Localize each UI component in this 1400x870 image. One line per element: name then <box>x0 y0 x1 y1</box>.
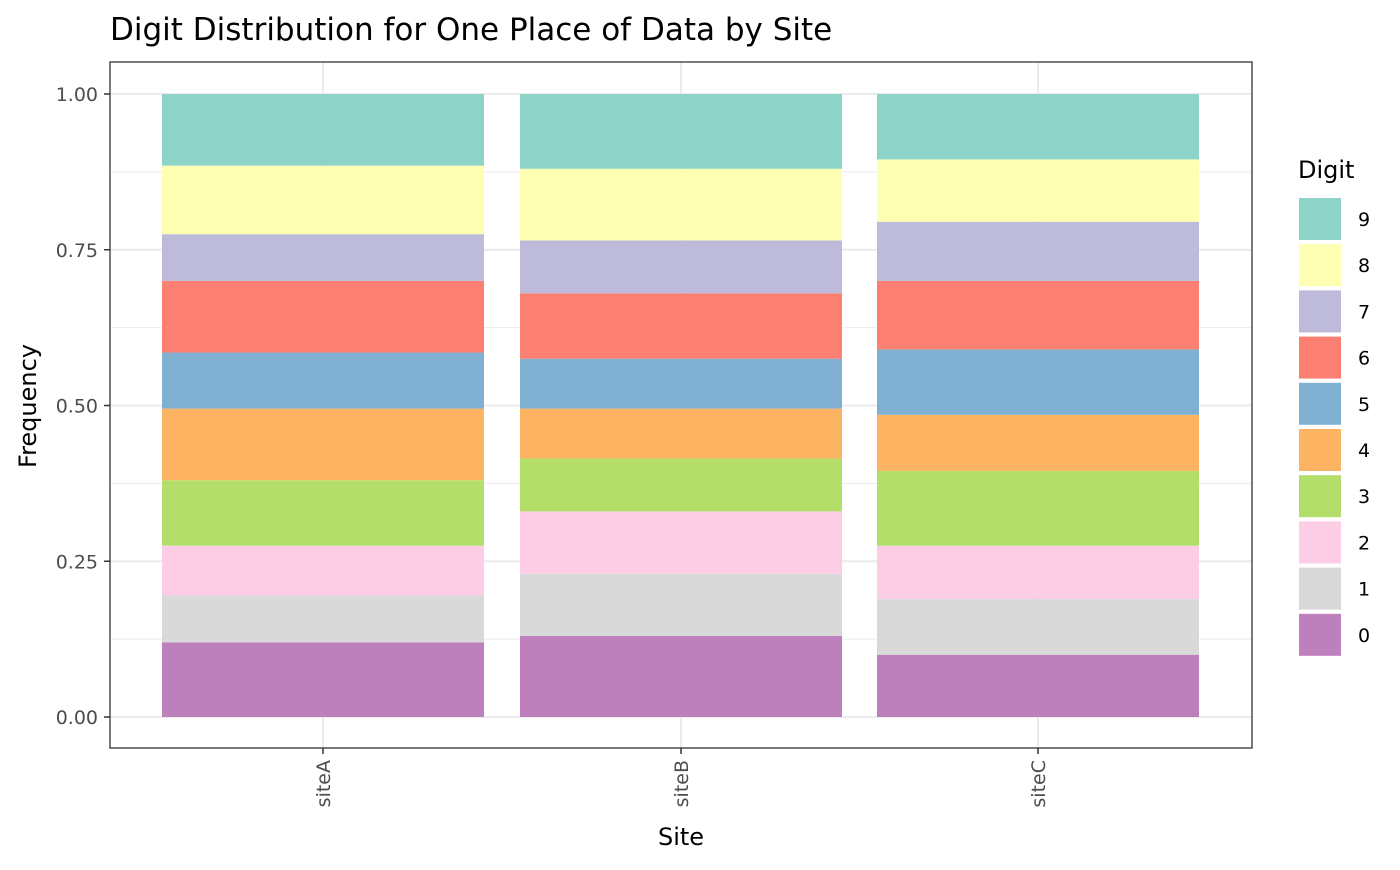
legend-label-2: 2 <box>1358 532 1370 554</box>
x-axis: siteA siteB siteC <box>313 748 1050 808</box>
bar-segment-siteA-digit-1 <box>162 595 484 643</box>
legend-items: 9 8 7 6 5 4 3 2 1 0 <box>1299 198 1370 656</box>
x-tick-label: siteA <box>313 760 335 807</box>
legend-key-9 <box>1299 198 1341 240</box>
bar-segment-siteC-digit-9 <box>877 94 1199 160</box>
bar-segment-siteB-digit-1 <box>520 573 842 637</box>
bar-segment-siteB-digit-3 <box>520 458 842 512</box>
legend-label-4: 4 <box>1358 440 1370 462</box>
bar-segment-siteC-digit-8 <box>877 159 1199 222</box>
legend-key-4 <box>1299 429 1341 471</box>
bar-segment-siteC-digit-7 <box>877 221 1199 281</box>
bar-segment-siteC-digit-2 <box>877 545 1199 599</box>
legend-key-7 <box>1299 290 1341 333</box>
legend-label-6: 6 <box>1358 348 1370 370</box>
bar-segment-siteB-digit-6 <box>520 293 842 359</box>
legend: Digit 9 8 7 6 5 4 3 2 1 0 <box>1298 156 1370 656</box>
legend-label-8: 8 <box>1358 255 1370 277</box>
bar-segment-siteB-digit-9 <box>520 94 842 169</box>
y-tick-label: 0.50 <box>56 396 98 418</box>
legend-key-8 <box>1299 244 1341 287</box>
bar-segment-siteC-digit-3 <box>877 470 1199 546</box>
legend-label-7: 7 <box>1358 301 1370 323</box>
bar-segment-siteB-digit-8 <box>520 168 842 241</box>
y-tick-label: 1.00 <box>56 84 98 106</box>
legend-key-1 <box>1299 567 1341 610</box>
bar-segment-siteC-digit-4 <box>877 414 1199 471</box>
legend-key-0 <box>1299 613 1341 656</box>
bar-segment-siteA-digit-3 <box>162 480 484 546</box>
bar-segment-siteA-digit-4 <box>162 408 484 481</box>
bar-segment-siteB-digit-7 <box>520 240 842 294</box>
bar-segment-siteA-digit-5 <box>162 352 484 409</box>
y-axis: 0.00 0.25 0.50 0.75 1.00 <box>56 84 110 729</box>
x-tick-label: siteC <box>1028 760 1050 808</box>
x-tick-label: siteB <box>671 760 693 807</box>
y-tick-label: 0.25 <box>56 551 98 573</box>
bar-segment-siteB-digit-5 <box>520 358 842 409</box>
y-tick-label: 0.00 <box>56 707 98 729</box>
bars-layer <box>162 94 1199 717</box>
x-axis-title: Site <box>658 823 704 851</box>
chart-title: Digit Distribution for One Place of Data… <box>110 12 832 48</box>
legend-label-0: 0 <box>1358 625 1370 647</box>
legend-title: Digit <box>1298 156 1354 184</box>
bar-segment-siteA-digit-6 <box>162 280 484 353</box>
bar-segment-siteC-digit-1 <box>877 598 1199 655</box>
bar-segment-siteC-digit-0 <box>877 654 1199 717</box>
y-axis-title: Frequency <box>14 344 42 468</box>
bar-segment-siteA-digit-9 <box>162 94 484 166</box>
bar-segment-siteB-digit-0 <box>520 636 842 717</box>
bar-segment-siteA-digit-2 <box>162 545 484 596</box>
legend-key-3 <box>1299 475 1341 518</box>
bar-segment-siteA-digit-7 <box>162 234 484 281</box>
legend-label-3: 3 <box>1358 486 1370 508</box>
legend-key-2 <box>1299 521 1341 564</box>
legend-label-1: 1 <box>1358 579 1370 601</box>
bar-segment-siteA-digit-8 <box>162 165 484 235</box>
bar-segment-siteC-digit-6 <box>877 280 1199 350</box>
y-tick-label: 0.75 <box>56 240 98 262</box>
bar-segment-siteB-digit-2 <box>520 511 842 574</box>
legend-key-6 <box>1299 336 1341 379</box>
bar-segment-siteA-digit-0 <box>162 642 484 717</box>
legend-label-5: 5 <box>1358 394 1370 416</box>
bar-segment-siteC-digit-5 <box>877 349 1199 415</box>
legend-label-9: 9 <box>1358 209 1370 231</box>
legend-key-5 <box>1299 382 1341 425</box>
bar-segment-siteB-digit-4 <box>520 408 842 459</box>
